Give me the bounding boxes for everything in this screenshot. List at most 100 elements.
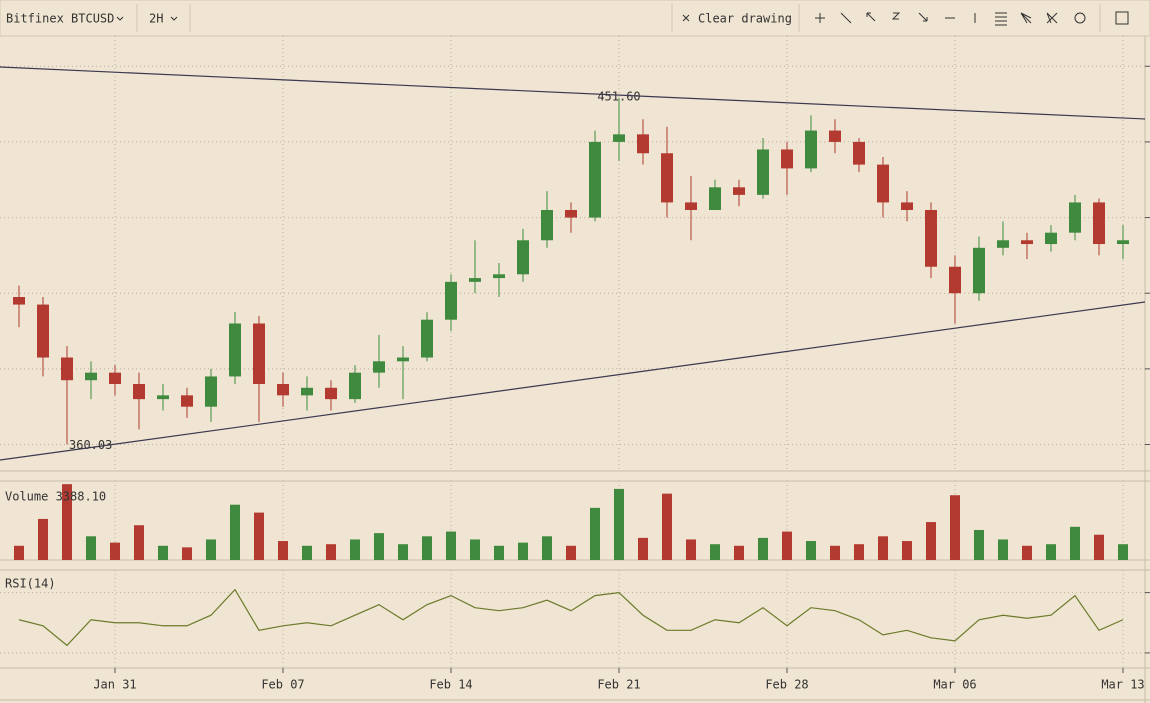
volume-bar bbox=[494, 545, 504, 560]
clear-icon bbox=[682, 14, 690, 22]
volume-bar bbox=[374, 533, 384, 560]
candle-body bbox=[325, 387, 337, 400]
candle-body bbox=[1069, 202, 1081, 233]
volume-bar bbox=[806, 541, 816, 560]
trend-line[interactable] bbox=[0, 301, 1146, 461]
candle-body bbox=[205, 376, 217, 407]
toolbar bbox=[0, 0, 1150, 37]
x-tick-label: Mar 06 bbox=[933, 678, 976, 692]
candle-body bbox=[85, 372, 97, 381]
candle-body bbox=[757, 149, 769, 195]
candle-body bbox=[1045, 232, 1057, 245]
volume-bar bbox=[950, 495, 960, 560]
volume-bar bbox=[758, 537, 768, 560]
candle-body bbox=[109, 372, 121, 384]
candle-body bbox=[781, 149, 793, 169]
volume-bar bbox=[542, 536, 552, 560]
candle-body bbox=[157, 395, 169, 400]
candle-body bbox=[277, 384, 289, 396]
x-tick-label: Feb 14 bbox=[429, 678, 472, 692]
volume-bar bbox=[182, 547, 192, 560]
volume-bar bbox=[638, 537, 648, 560]
drawing-tools[interactable] bbox=[815, 12, 1086, 26]
volume-bar bbox=[590, 507, 600, 560]
candle-body bbox=[973, 247, 985, 294]
rsi-line bbox=[18, 588, 1124, 647]
volume-bar bbox=[158, 545, 168, 560]
candle-body bbox=[901, 202, 913, 210]
candle-body bbox=[445, 281, 457, 320]
candle-body bbox=[1021, 240, 1033, 245]
volume-bar bbox=[422, 536, 432, 560]
volume-bar bbox=[686, 539, 696, 560]
volume-bar bbox=[278, 541, 288, 560]
x-tick-label: Feb 21 bbox=[597, 678, 640, 692]
volume-bar bbox=[134, 525, 144, 560]
volume-bar bbox=[254, 512, 264, 560]
volume-bar bbox=[302, 545, 312, 560]
candle-body bbox=[61, 357, 73, 381]
volume-bar bbox=[782, 531, 792, 560]
symbol[interactable]: Bitfinex BTCUSD bbox=[6, 12, 114, 26]
volume-bar bbox=[62, 484, 72, 560]
candle-body bbox=[565, 210, 577, 218]
candle-body bbox=[541, 210, 553, 241]
caret bbox=[116, 16, 124, 21]
trend-line[interactable] bbox=[0, 66, 1146, 120]
candle-body bbox=[877, 164, 889, 203]
chart-icon[interactable] bbox=[1115, 11, 1129, 25]
volume-bar bbox=[110, 542, 120, 560]
candle-body bbox=[829, 130, 841, 142]
candle-body bbox=[493, 274, 505, 279]
candle-body bbox=[949, 266, 961, 294]
volume-bar bbox=[974, 529, 984, 560]
caret bbox=[170, 16, 178, 21]
volume-bar bbox=[662, 493, 672, 560]
candle-body bbox=[925, 210, 937, 267]
candle-body bbox=[709, 187, 721, 210]
volume-bar bbox=[1070, 526, 1080, 560]
candle-body bbox=[253, 323, 265, 384]
high-label: 451.60 bbox=[597, 90, 640, 104]
volume-bar bbox=[1094, 534, 1104, 560]
volume-bar bbox=[710, 544, 720, 560]
candle-body bbox=[589, 141, 601, 218]
candle-body bbox=[13, 297, 25, 305]
interval[interactable]: 2H bbox=[149, 12, 163, 26]
volume-bar bbox=[350, 539, 360, 560]
volume-bar bbox=[398, 544, 408, 560]
clear-drawing[interactable]: Clear drawing bbox=[698, 12, 792, 26]
candle-body bbox=[637, 134, 649, 154]
volume-bar bbox=[446, 531, 456, 560]
volume-bar bbox=[878, 536, 888, 560]
volume-bar bbox=[38, 518, 48, 560]
volume-bar bbox=[734, 545, 744, 560]
candle-body bbox=[181, 395, 193, 407]
volume-bar bbox=[854, 544, 864, 560]
volume-bar bbox=[1118, 544, 1128, 560]
x-tick-label: Mar 13 bbox=[1101, 678, 1144, 692]
volume-bar bbox=[518, 542, 528, 560]
candle-body bbox=[133, 384, 145, 400]
candle-body bbox=[469, 278, 481, 282]
x-tick-label: Feb 07 bbox=[261, 678, 304, 692]
candle-body bbox=[1117, 240, 1129, 245]
candle-body bbox=[397, 357, 409, 362]
candle-body bbox=[229, 323, 241, 377]
candle-body bbox=[685, 202, 697, 210]
volume-bar bbox=[470, 539, 480, 560]
panel-title: RSI(14) bbox=[5, 577, 56, 591]
candle-body bbox=[997, 240, 1009, 248]
volume-bar bbox=[614, 488, 624, 560]
candle-body bbox=[37, 304, 49, 358]
candle-body bbox=[421, 319, 433, 358]
volume-bar bbox=[86, 536, 96, 560]
volume-bar bbox=[326, 544, 336, 560]
volume-bar bbox=[926, 522, 936, 560]
candle-body bbox=[853, 141, 865, 165]
candle-body bbox=[613, 134, 625, 142]
candle-body bbox=[349, 372, 361, 400]
